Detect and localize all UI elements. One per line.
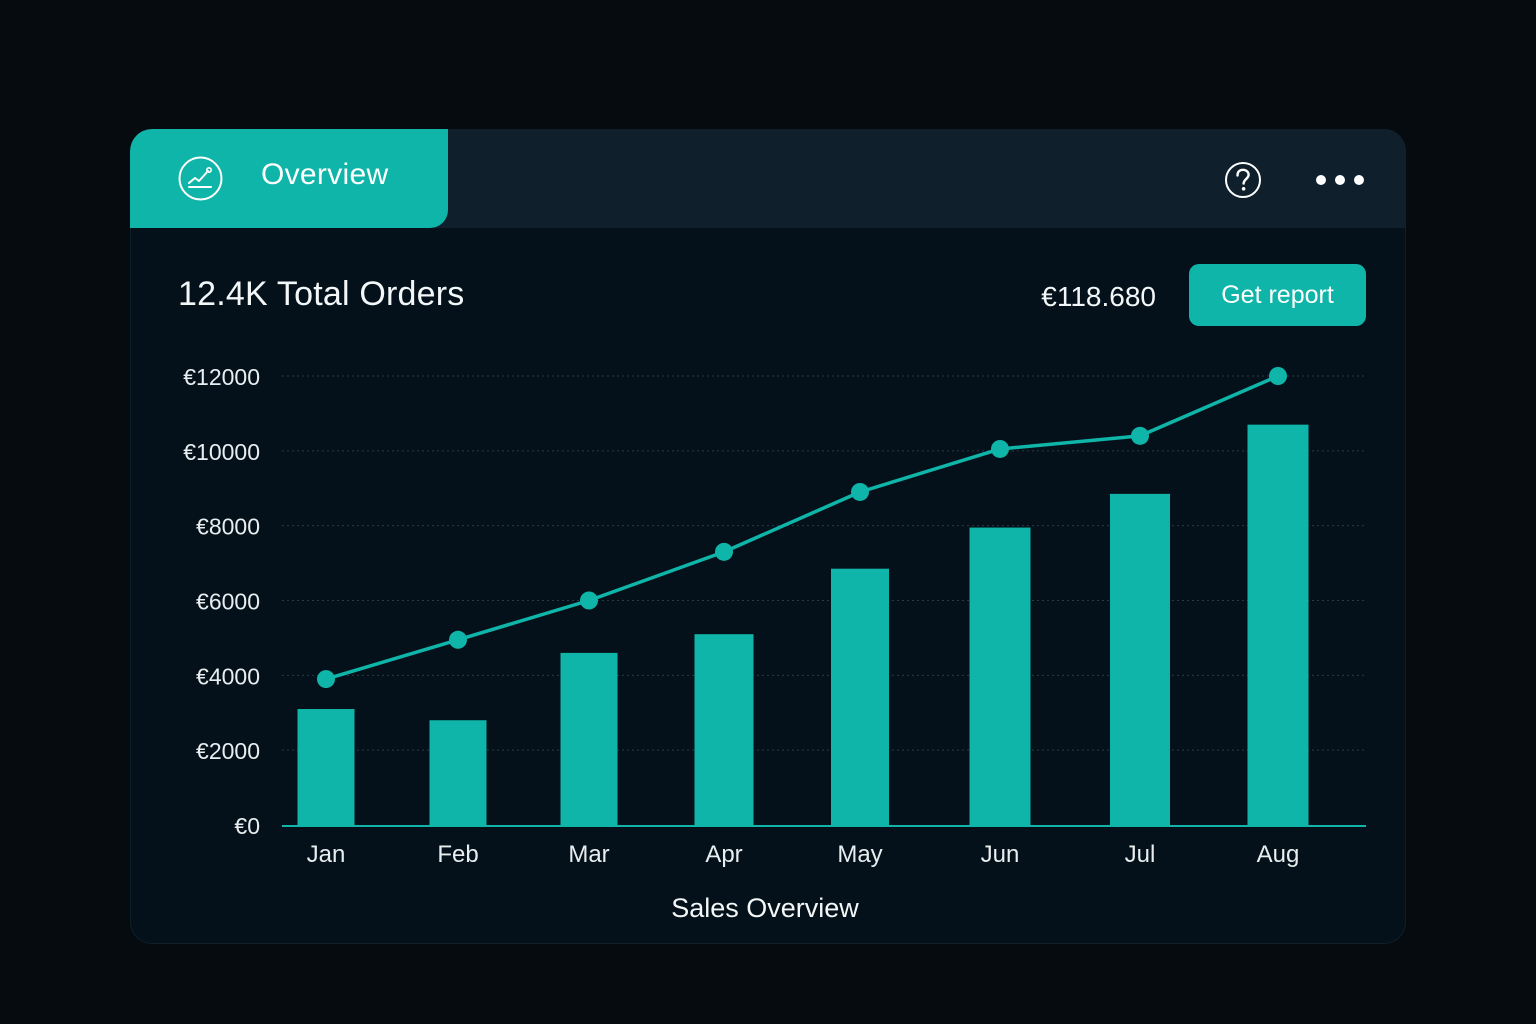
x-axis-label: Sales Overview xyxy=(671,893,859,923)
card-header: Overview xyxy=(130,129,1406,228)
bar-jul xyxy=(1110,493,1170,825)
line-series xyxy=(317,367,1287,689)
line-point-may xyxy=(851,482,869,501)
y-tick-label: €8000 xyxy=(196,514,260,540)
bar-feb xyxy=(429,720,487,825)
more-options-icon[interactable] xyxy=(1314,169,1366,191)
bar-series xyxy=(297,424,1309,825)
bar-apr xyxy=(694,634,754,825)
sales-chart: €0 €2000 €4000 €6000 €8000 €10000 €12000 Jan Fe… xyxy=(183,364,1366,923)
bar-mar xyxy=(560,652,618,825)
y-tick-label: €2000 xyxy=(196,738,260,764)
y-tick-label: €0 xyxy=(234,813,260,839)
y-axis-ticks: €0 €2000 €4000 €6000 €8000 €10000 €12000 xyxy=(183,364,260,839)
x-tick-label: Jul xyxy=(1125,841,1156,868)
y-tick-label: €6000 xyxy=(196,589,260,615)
x-tick-label: Mar xyxy=(568,841,609,868)
x-tick-label: Apr xyxy=(705,841,742,868)
x-tick-label: Feb xyxy=(437,841,478,868)
x-axis-ticks: Jan Feb Mar Apr May Jun Jul Aug xyxy=(307,841,1300,868)
bar-aug xyxy=(1247,424,1309,825)
trend-chart-icon xyxy=(178,156,223,201)
bar-may xyxy=(831,568,889,825)
line-point-aug xyxy=(1269,367,1287,385)
sales-overview-card: Overview 12.4K Total Orders €118.680 Get… xyxy=(130,129,1406,944)
y-tick-label: €4000 xyxy=(196,663,260,689)
tab-overview[interactable]: Overview xyxy=(130,129,448,228)
line-point-feb xyxy=(449,630,467,649)
x-tick-label: Jan xyxy=(307,841,346,868)
x-tick-label: May xyxy=(837,841,882,868)
line-point-jun xyxy=(991,439,1009,458)
x-tick-label: Aug xyxy=(1257,841,1300,868)
get-report-button[interactable]: Get report xyxy=(1189,264,1366,326)
total-sales-value: €118.680 xyxy=(1041,281,1156,312)
y-tick-label: €10000 xyxy=(183,439,260,465)
line-path xyxy=(324,374,1280,681)
total-orders-title: 12.4K Total Orders xyxy=(178,275,465,313)
bar-jun xyxy=(969,527,1031,825)
line-point-apr xyxy=(715,542,733,561)
line-point-jan xyxy=(317,670,335,689)
y-tick-label: €12000 xyxy=(183,364,260,390)
help-icon[interactable] xyxy=(1224,161,1262,199)
x-tick-label: Jun xyxy=(981,841,1020,868)
line-point-mar xyxy=(580,591,598,610)
bar-jan xyxy=(297,709,355,825)
line-point-jul xyxy=(1131,426,1149,445)
chart-grid xyxy=(282,375,1366,751)
tab-label: Overview xyxy=(261,158,389,191)
